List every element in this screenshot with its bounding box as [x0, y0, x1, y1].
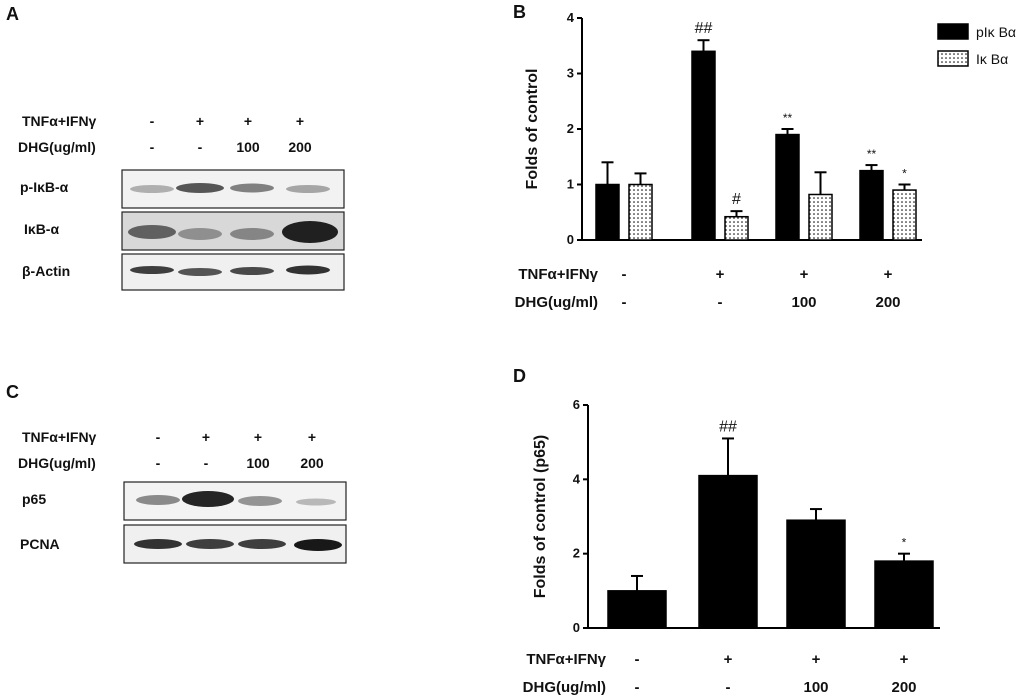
- panel-c-letter: C: [6, 382, 19, 402]
- chart-b: 0 1 2 3 4 Folds of control ## ** ** # * TNFα+IFNγ - +…: [515, 10, 1016, 311]
- panel-a: A TNFα+IFNγ DHG(ug/ml) - + + + - - 100 2…: [6, 4, 345, 291]
- chart-d-xrow-1-cat-2: 100: [803, 679, 828, 696]
- chart-b-annotation-s0-c2: **: [783, 111, 793, 125]
- chart-b-bar-s1-c3: [892, 189, 917, 241]
- chart-b-ytick-label-3: 3: [567, 66, 574, 81]
- chart-d-bar-s0-c2: [786, 519, 846, 629]
- chart-b-ytick-label-0: 0: [567, 232, 574, 247]
- chart-d-bar-s0-c0: [607, 590, 667, 629]
- panel-c-blot1: [123, 481, 347, 521]
- chart-b-annotation-s0-c3: **: [867, 147, 877, 161]
- panel-c-blot1-label: p65: [22, 491, 46, 507]
- panel-d: D 0 2 4 6 Folds of control (p65) ## * TNFα+IFNγ…: [513, 366, 940, 696]
- panel-c-row2-lane3: 100: [246, 455, 270, 471]
- panel-d-letter: D: [513, 366, 526, 386]
- chart-d-xrow-label-0: TNFα+IFNγ: [526, 651, 606, 668]
- chart-d-xrow-1-cat-0: -: [635, 679, 640, 696]
- panel-c-row1-lane4: +: [308, 429, 316, 445]
- chart-b-xrow-0-cat-0: -: [622, 266, 627, 283]
- chart-b-legend-label-0: pIκ Bα: [976, 24, 1016, 40]
- panel-a-row1-lane3: +: [244, 113, 252, 129]
- chart-d-bar-s0-c1: [698, 474, 758, 629]
- chart-d: 0 2 4 6 Folds of control (p65) ## * TNFα+IFNγ - +…: [523, 397, 940, 696]
- chart-b-xrow-1-cat-2: 100: [791, 294, 816, 311]
- chart-d-annotation-s0-c3: *: [902, 536, 907, 550]
- panel-a-row1-lane1: -: [150, 113, 155, 129]
- panel-c-row1-label: TNFα+IFNγ: [22, 429, 97, 445]
- chart-d-xrow-0-cat-1: +: [724, 651, 733, 668]
- chart-b-xrow-1-cat-3: 200: [875, 294, 900, 311]
- panel-c-row2-lane2: -: [204, 455, 209, 471]
- panel-c-row1-lane3: +: [254, 429, 262, 445]
- panel-a-blot2: [121, 211, 345, 251]
- chart-d-ytick-label-2: 4: [573, 471, 581, 486]
- chart-b-xrow-0-cat-3: +: [884, 266, 893, 283]
- chart-d-annotation-s0-c1: ##: [719, 418, 737, 435]
- chart-b-ytick-label-2: 2: [567, 121, 574, 136]
- chart-d-xrow-0-cat-0: -: [635, 651, 640, 668]
- chart-b-legend-swatch-1: [937, 50, 969, 67]
- chart-b-legend-label-1: Iκ Bα: [976, 51, 1008, 67]
- panel-a-row2-lane3: 100: [236, 139, 260, 155]
- chart-d-bar-s0-c3: [874, 560, 934, 629]
- panel-c-row1-lane2: +: [202, 429, 210, 445]
- chart-d-xrow-0-cat-3: +: [900, 651, 909, 668]
- panel-a-row2-lane4: 200: [288, 139, 312, 155]
- panel-c-row2-lane4: 200: [300, 455, 324, 471]
- chart-b-xrow-label-1: DHG(ug/ml): [515, 294, 598, 311]
- chart-b-annotation-s0-c1: ##: [695, 20, 713, 37]
- chart-d-xrow-1-cat-3: 200: [891, 679, 916, 696]
- chart-d-xrow-0-cat-2: +: [812, 651, 821, 668]
- chart-b-bar-s0-c0: [595, 183, 620, 241]
- panel-a-blot3-label: β-Actin: [22, 263, 70, 279]
- chart-b-annotation-s1-c1: #: [732, 191, 741, 208]
- panel-a-letter: A: [6, 4, 19, 24]
- chart-b-xrow-label-0: TNFα+IFNγ: [518, 266, 598, 283]
- chart-b-legend-swatch-0: [937, 23, 969, 40]
- panel-a-row2-lane2: -: [198, 139, 203, 155]
- panel-c-blot2: [123, 524, 347, 564]
- panel-a-row2-label: DHG(ug/ml): [18, 139, 96, 155]
- chart-d-xrow-1-cat-1: -: [726, 679, 731, 696]
- chart-b-xrow-1-cat-0: -: [622, 294, 627, 311]
- panel-a-row1-lane4: +: [296, 113, 304, 129]
- chart-d-ytick-label-0: 0: [573, 620, 580, 635]
- panel-c-row1-lane1: -: [156, 429, 161, 445]
- panel-a-blot1: [121, 169, 345, 209]
- chart-d-ytick-label-3: 6: [573, 397, 580, 412]
- chart-b-ytick-label-1: 1: [567, 177, 574, 192]
- chart-b-xrow-0-cat-2: +: [800, 266, 809, 283]
- panel-b-letter: B: [513, 2, 526, 22]
- panel-c-row2-lane1: -: [156, 455, 161, 471]
- panel-a-blot3: [121, 253, 345, 291]
- chart-b-xrow-1-cat-1: -: [718, 294, 723, 311]
- panel-c: C TNFα+IFNγ DHG(ug/ml) - + + + - - 100 2…: [6, 382, 347, 564]
- chart-b-bar-s0-c1: [691, 50, 716, 241]
- panel-c-row2-label: DHG(ug/ml): [18, 455, 96, 471]
- chart-b-bar-s0-c3: [859, 169, 884, 241]
- panel-b: B 0 1 2 3 4 Folds of control ## ** ** # * TNFα+IFNγ…: [513, 2, 1016, 311]
- chart-b-bar-s1-c1: [724, 215, 749, 241]
- chart-b-ytick-label-4: 4: [567, 10, 575, 25]
- chart-d-ytick-label-1: 2: [573, 546, 580, 561]
- chart-d-xrow-label-1: DHG(ug/ml): [523, 679, 606, 696]
- panel-a-row2-lane1: -: [150, 139, 155, 155]
- panel-a-row1-lane2: +: [196, 113, 204, 129]
- panel-a-blot2-label: IκB-α: [24, 221, 59, 237]
- chart-b-ylabel: Folds of control: [524, 69, 541, 190]
- panel-a-blot1-label: p-IκB-α: [20, 179, 69, 195]
- chart-d-ylabel: Folds of control (p65): [532, 435, 549, 599]
- chart-b-bar-s1-c0: [628, 183, 653, 241]
- chart-b-bar-s0-c2: [775, 133, 800, 241]
- chart-b-bar-s1-c2: [808, 193, 833, 241]
- chart-b-xrow-0-cat-1: +: [716, 266, 725, 283]
- chart-b-annotation-s1-c3: *: [902, 167, 907, 181]
- panel-c-blot2-label: PCNA: [20, 536, 60, 552]
- panel-a-row1-label: TNFα+IFNγ: [22, 113, 97, 129]
